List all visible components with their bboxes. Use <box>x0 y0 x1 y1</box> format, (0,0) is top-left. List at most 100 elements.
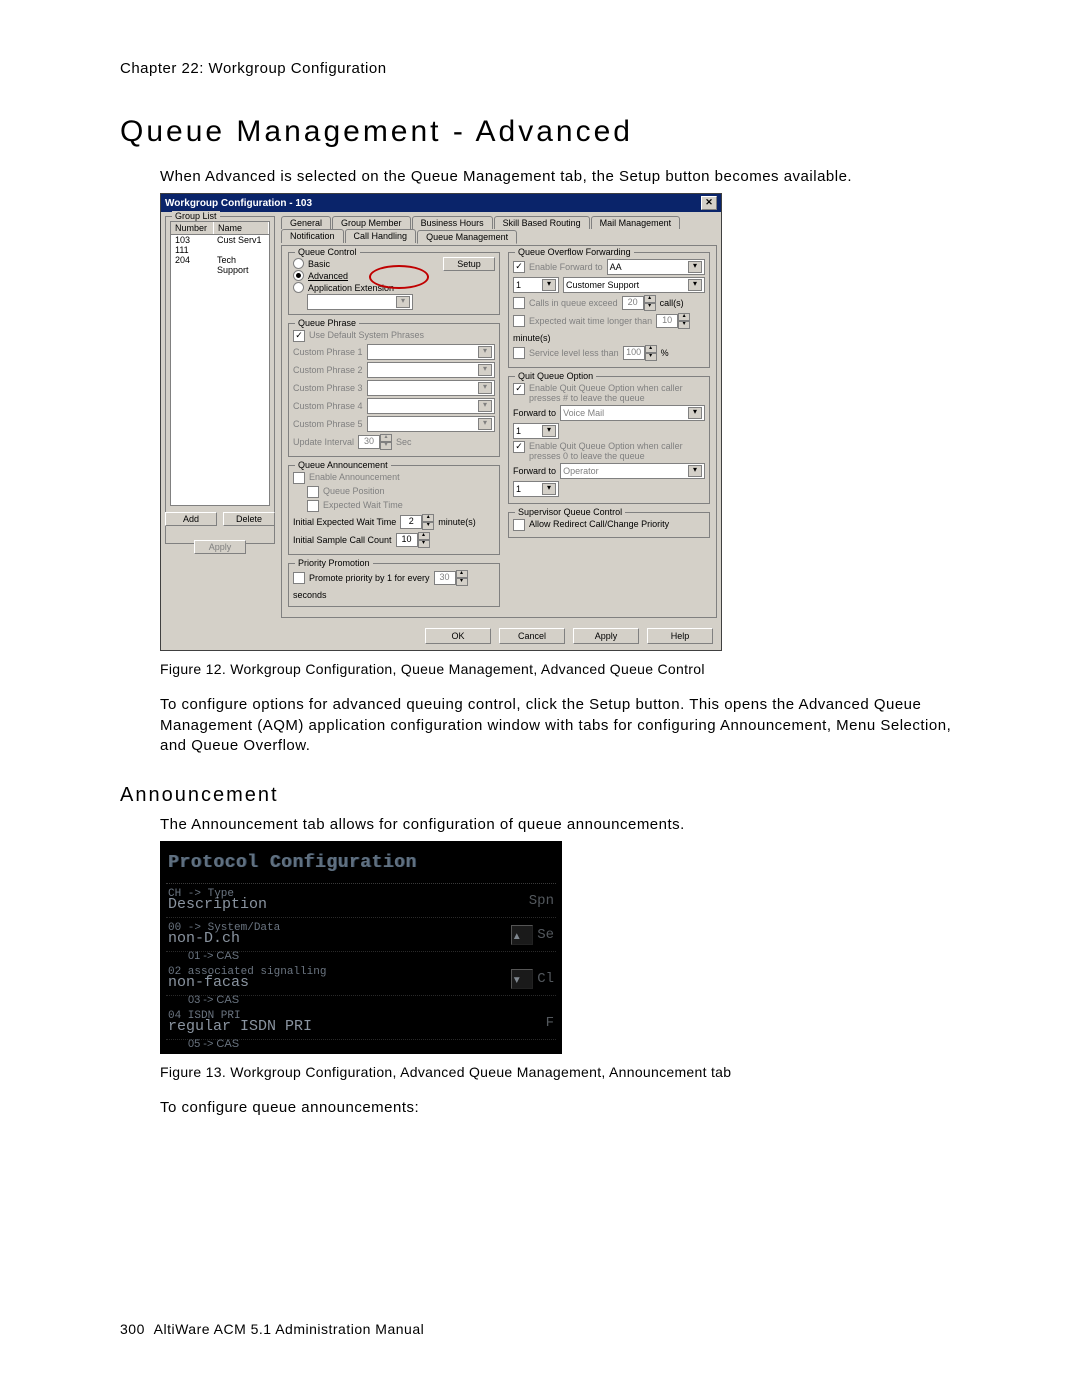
tab-general[interactable]: General <box>281 216 331 229</box>
slt-check[interactable] <box>513 347 525 359</box>
supervisor-legend: Supervisor Queue Control <box>515 507 625 517</box>
list-cell[interactable]: 204 <box>171 255 213 275</box>
check-label: Expected Wait Time <box>323 500 403 510</box>
unit-label: seconds <box>293 590 327 600</box>
phrase4-dropdown[interactable]: ▾ <box>367 398 496 414</box>
interval-spin[interactable]: 30▴▾ <box>358 434 392 450</box>
phrase1-dropdown[interactable]: ▾ <box>367 344 496 360</box>
ovf-group-dropdown[interactable]: Customer Support▾ <box>563 277 705 293</box>
enable-fwd-check[interactable]: ✓ <box>513 261 525 273</box>
list-cell[interactable]: Cust Serv1 <box>213 235 269 245</box>
list-cell[interactable]: Tech Support <box>213 255 269 275</box>
configure-line: To configure queue announcements: <box>160 1098 960 1118</box>
tab-group-member[interactable]: Group Member <box>332 216 411 229</box>
chevron-down-icon[interactable]: ▾ <box>511 969 533 989</box>
check-label: Use Default System Phrases <box>309 330 424 340</box>
calls-exceed-check[interactable] <box>513 297 525 309</box>
tab-skill-routing[interactable]: Skill Based Routing <box>494 216 590 229</box>
slt-label: Service level less than <box>529 348 619 358</box>
radio-app-ext[interactable]: Application Extension <box>293 282 435 293</box>
row-right-text: F <box>546 1015 554 1031</box>
intro-paragraph: When Advanced is selected on the Queue M… <box>160 167 960 187</box>
phrase-label: Custom Phrase 4 <box>293 401 363 411</box>
tab-notification[interactable]: Notification <box>281 229 344 243</box>
sample-count-spin[interactable]: 10▴▾ <box>396 532 430 548</box>
unit-label: % <box>661 348 669 358</box>
list-cell[interactable]: 103 <box>171 235 213 245</box>
ok-button[interactable]: OK <box>425 628 491 644</box>
qpos-check[interactable]: Queue Position <box>307 486 495 498</box>
announcement-heading: Announcement <box>120 784 960 807</box>
workgroup-config-dialog: Workgroup Configuration - 103 ✕ Group Li… <box>160 193 722 651</box>
page-title: Queue Management - Advanced <box>120 115 960 149</box>
group-list[interactable]: 103Cust Serv1 111 204Tech Support <box>170 235 270 506</box>
use-default-check[interactable]: ✓Use Default System Phrases <box>293 330 495 342</box>
ewt-check[interactable]: Expected Wait Time <box>307 500 495 512</box>
sample-count-label: Initial Sample Call Count <box>293 535 392 545</box>
allow-redirect-check[interactable]: Allow Redirect Call/Change Priority <box>513 519 705 531</box>
tab-business-hours[interactable]: Business Hours <box>412 216 493 229</box>
col-name-header[interactable]: Name <box>214 222 269 234</box>
col-number-header[interactable]: Number <box>171 222 214 234</box>
quit2-num-dropdown[interactable]: 1▾ <box>513 481 559 497</box>
tab-call-handling[interactable]: Call Handling <box>345 229 417 243</box>
slt-spin[interactable]: 100▴▾ <box>623 345 657 361</box>
radio-basic[interactable]: Basic <box>293 258 435 269</box>
ovf-num-dropdown[interactable]: 1▾ <box>513 277 559 293</box>
quit1-num-dropdown[interactable]: 1▾ <box>513 423 559 439</box>
fwd-target-dropdown[interactable]: AA▾ <box>607 259 705 275</box>
shot2-subrow: 03 -> CAS <box>166 994 556 1006</box>
quit2-check[interactable]: ✓Enable Quit Queue Option when caller pr… <box>513 441 705 461</box>
list-cell[interactable] <box>213 245 269 255</box>
queue-phrase-legend: Queue Phrase <box>295 318 359 328</box>
ewt-exceed-label: Expected wait time longer than <box>529 316 652 326</box>
shot2-title: Protocol Configuration <box>166 849 556 884</box>
figure13-caption: Figure 13. Workgroup Configuration, Adva… <box>160 1064 960 1080</box>
queue-announce-legend: Queue Announcement <box>295 460 391 470</box>
promote-check[interactable] <box>293 572 305 584</box>
tab-mail-mgmt[interactable]: Mail Management <box>591 216 681 229</box>
ewt-spin[interactable]: 10▴▾ <box>656 313 690 329</box>
figure12-caption: Figure 12. Workgroup Configuration, Queu… <box>160 661 960 677</box>
cancel-button[interactable]: Cancel <box>499 628 565 644</box>
announcement-intro: The Announcement tab allows for configur… <box>160 815 960 835</box>
close-icon[interactable]: ✕ <box>701 196 717 210</box>
init-ewt-spin[interactable]: 2▴▾ <box>400 514 434 530</box>
book-title: AltiWare ACM 5.1 Administration Manual <box>154 1321 425 1337</box>
enable-announce-check[interactable]: Enable Announcement <box>293 472 495 484</box>
calls-spin[interactable]: 20▴▾ <box>622 295 656 311</box>
list-cell[interactable]: 111 <box>171 245 213 255</box>
delete-button[interactable]: Delete <box>223 512 275 526</box>
quit2-fwd-dropdown[interactable]: Operator▾ <box>560 463 705 479</box>
fwd-label: Forward to <box>513 408 556 418</box>
check-label: Enable Quit Queue Option when caller pre… <box>529 383 705 403</box>
unit-label: Sec <box>396 437 412 447</box>
help-button[interactable]: Help <box>647 628 713 644</box>
radio-label: Advanced <box>308 271 348 281</box>
phrase3-dropdown[interactable]: ▾ <box>367 380 496 396</box>
promote-spin[interactable]: 30▴▾ <box>434 570 468 586</box>
setup-button[interactable]: Setup <box>443 257 495 271</box>
quit1-fwd-dropdown[interactable]: Voice Mail▾ <box>560 405 705 421</box>
apply-first-button: Apply <box>194 540 246 554</box>
unit-label: call(s) <box>660 298 684 308</box>
phrase-label: Custom Phrase 1 <box>293 347 363 357</box>
add-button[interactable]: Add <box>165 512 217 526</box>
radio-advanced[interactable]: Advanced <box>293 270 435 281</box>
unit-label: minute(s) <box>513 333 551 343</box>
ewt-exceed-check[interactable] <box>513 315 525 327</box>
row-label-b: regular ISDN PRI <box>168 1018 312 1035</box>
calls-exceed-label: Calls in queue exceed <box>529 298 618 308</box>
fwd-label: Forward to <box>513 466 556 476</box>
group-list-legend: Group List <box>172 211 220 221</box>
tab-queue-management[interactable]: Queue Management <box>417 230 517 244</box>
quit1-check[interactable]: ✓Enable Quit Queue Option when caller pr… <box>513 383 705 403</box>
phrase5-dropdown[interactable]: ▾ <box>367 416 496 432</box>
phrase2-dropdown[interactable]: ▾ <box>367 362 496 378</box>
init-ewt-label: Initial Expected Wait Time <box>293 517 396 527</box>
chevron-up-icon[interactable]: ▴ <box>511 925 533 945</box>
app-ext-dropdown[interactable]: ▾ <box>307 294 413 310</box>
apply-button[interactable]: Apply <box>573 628 639 644</box>
overflow-legend: Queue Overflow Forwarding <box>515 247 634 257</box>
phrase-label: Custom Phrase 2 <box>293 365 363 375</box>
